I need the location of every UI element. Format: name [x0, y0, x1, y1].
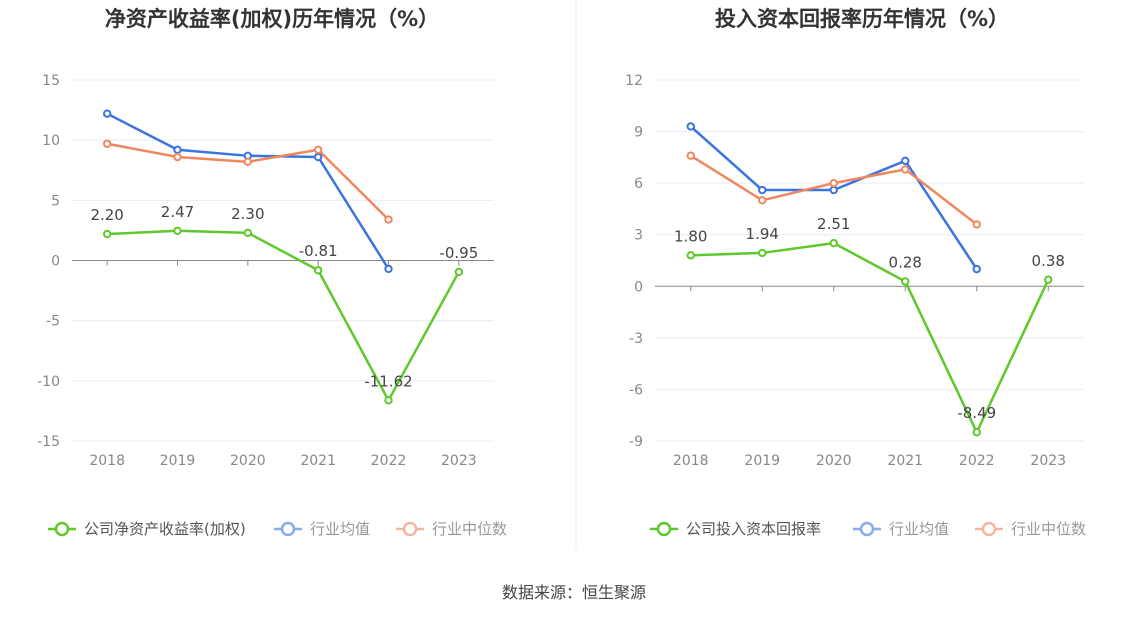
y-tick-label: -6 [629, 382, 643, 398]
data-point-company[interactable] [454, 267, 464, 277]
data-point-median[interactable] [102, 139, 112, 148]
data-point-median[interactable] [972, 220, 981, 229]
data-point-median[interactable] [686, 151, 695, 160]
data-label: -0.81 [299, 242, 338, 260]
data-label: 2.51 [817, 215, 850, 233]
data-point-avg[interactable] [384, 264, 393, 274]
data-point-median[interactable] [758, 196, 767, 205]
x-tick-label: 2023 [441, 453, 477, 469]
data-point-company[interactable] [173, 226, 182, 235]
data-point-median[interactable] [829, 178, 838, 188]
legend-label: 行业中位数 [432, 520, 507, 538]
legend-marker [54, 521, 70, 537]
y-tick-label: 15 [42, 73, 60, 89]
legend-label: 公司投入资本回报率 [686, 520, 821, 538]
y-tick-label: 12 [625, 73, 643, 89]
data-label: 2.30 [231, 205, 264, 223]
data-point-median[interactable] [901, 165, 910, 174]
roe-chart: 净资产收益率(加权)历年情况（%） 15 10 5 0 -5 -10 -15 2018 2019 2… [37, 7, 507, 538]
data-source: 数据来源：恒生聚源 [502, 583, 646, 602]
data-point-median[interactable] [243, 157, 253, 167]
legend-label: 行业中位数 [1011, 520, 1086, 538]
data-label: 0.28 [889, 253, 922, 271]
x-tick-label: 2021 [887, 453, 923, 469]
legend-item-median[interactable]: 行业中位数 [975, 520, 1086, 538]
data-point-median[interactable] [384, 215, 393, 224]
y-tick-label: -15 [37, 434, 60, 450]
roic-chart: 投入资本回报率历年情况（%） 12 9 6 3 0 -3 -6 -9 2018 2019 2020 20… [625, 7, 1086, 538]
x-tick-label: 2018 [89, 453, 125, 469]
data-point-company[interactable] [829, 238, 838, 248]
data-point-avg[interactable] [901, 156, 910, 165]
data-point-company[interactable] [758, 248, 767, 258]
x-tick-label: 2022 [371, 453, 407, 469]
data-point-company[interactable] [313, 266, 323, 275]
data-point-company[interactable] [243, 228, 253, 238]
data-point-avg[interactable] [758, 185, 767, 195]
y-tick-label: 3 [634, 228, 643, 244]
series-line-avg [106, 112, 390, 270]
legend-item-company[interactable]: 公司投入资本回报率 [650, 520, 821, 538]
x-tick-label: 2021 [300, 453, 336, 469]
legend-marker [280, 521, 296, 537]
legend-marker [859, 521, 875, 537]
data-point-company[interactable] [972, 428, 981, 437]
y-tick-label: 5 [51, 193, 60, 209]
legend-marker [656, 521, 672, 537]
data-point-avg[interactable] [313, 152, 323, 162]
data-point-company[interactable] [686, 251, 695, 260]
y-tick-label: 10 [42, 133, 60, 149]
data-label: -11.62 [364, 372, 412, 390]
chart-title: 投入资本回报率历年情况（%） [715, 7, 1009, 31]
x-tick-label: 2022 [959, 453, 995, 469]
data-point-avg[interactable] [173, 145, 182, 154]
legend-marker [981, 521, 997, 537]
series-line-company [690, 241, 1050, 434]
series-line-avg [689, 125, 978, 270]
x-tick-label: 2020 [816, 453, 852, 469]
x-tick-label: 2020 [230, 453, 266, 469]
data-point-company[interactable] [1044, 275, 1053, 284]
data-point-company[interactable] [901, 277, 910, 286]
legend-item-avg[interactable]: 行业均值 [853, 520, 949, 538]
legend-item-median[interactable]: 行业中位数 [396, 520, 507, 538]
legend-item-company[interactable]: 公司净资产收益率(加权) [48, 520, 246, 538]
y-tick-label: 6 [634, 176, 643, 192]
data-label: 2.47 [161, 203, 194, 221]
y-tick-label: 9 [634, 125, 643, 141]
legend-item-avg[interactable]: 行业均值 [274, 520, 370, 538]
data-label: 0.38 [1032, 252, 1065, 270]
chart-title: 净资产收益率(加权)历年情况（%） [105, 7, 439, 31]
legend-label: 行业均值 [889, 520, 949, 538]
series-line-company [107, 229, 460, 402]
data-point-avg[interactable] [829, 185, 838, 195]
data-point-company[interactable] [384, 396, 393, 405]
x-tick-label: 2018 [673, 453, 709, 469]
data-point-avg[interactable] [972, 264, 981, 274]
data-label: 2.20 [90, 206, 123, 224]
y-tick-label: -9 [629, 434, 643, 450]
x-tick-label: 2019 [744, 453, 780, 469]
data-point-median[interactable] [313, 145, 323, 154]
data-point-avg[interactable] [102, 109, 112, 118]
y-tick-label: 0 [51, 254, 60, 270]
data-point-median[interactable] [173, 152, 182, 162]
data-point-avg[interactable] [686, 122, 695, 131]
legend-label: 公司净资产收益率(加权) [84, 520, 246, 538]
legend-label: 行业均值 [310, 520, 370, 538]
data-point-company[interactable] [102, 229, 112, 239]
y-tick-label: 0 [634, 279, 643, 295]
y-tick-label: -3 [629, 331, 643, 347]
data-label: 1.94 [746, 225, 779, 243]
x-tick-label: 2019 [160, 453, 196, 469]
legend-marker [402, 521, 418, 537]
data-label: -0.95 [439, 244, 478, 262]
x-tick-label: 2023 [1030, 453, 1066, 469]
data-label: -8.49 [957, 404, 996, 422]
y-tick-label: -5 [46, 314, 60, 330]
data-label: 1.80 [674, 227, 707, 245]
y-tick-label: -10 [37, 374, 60, 390]
